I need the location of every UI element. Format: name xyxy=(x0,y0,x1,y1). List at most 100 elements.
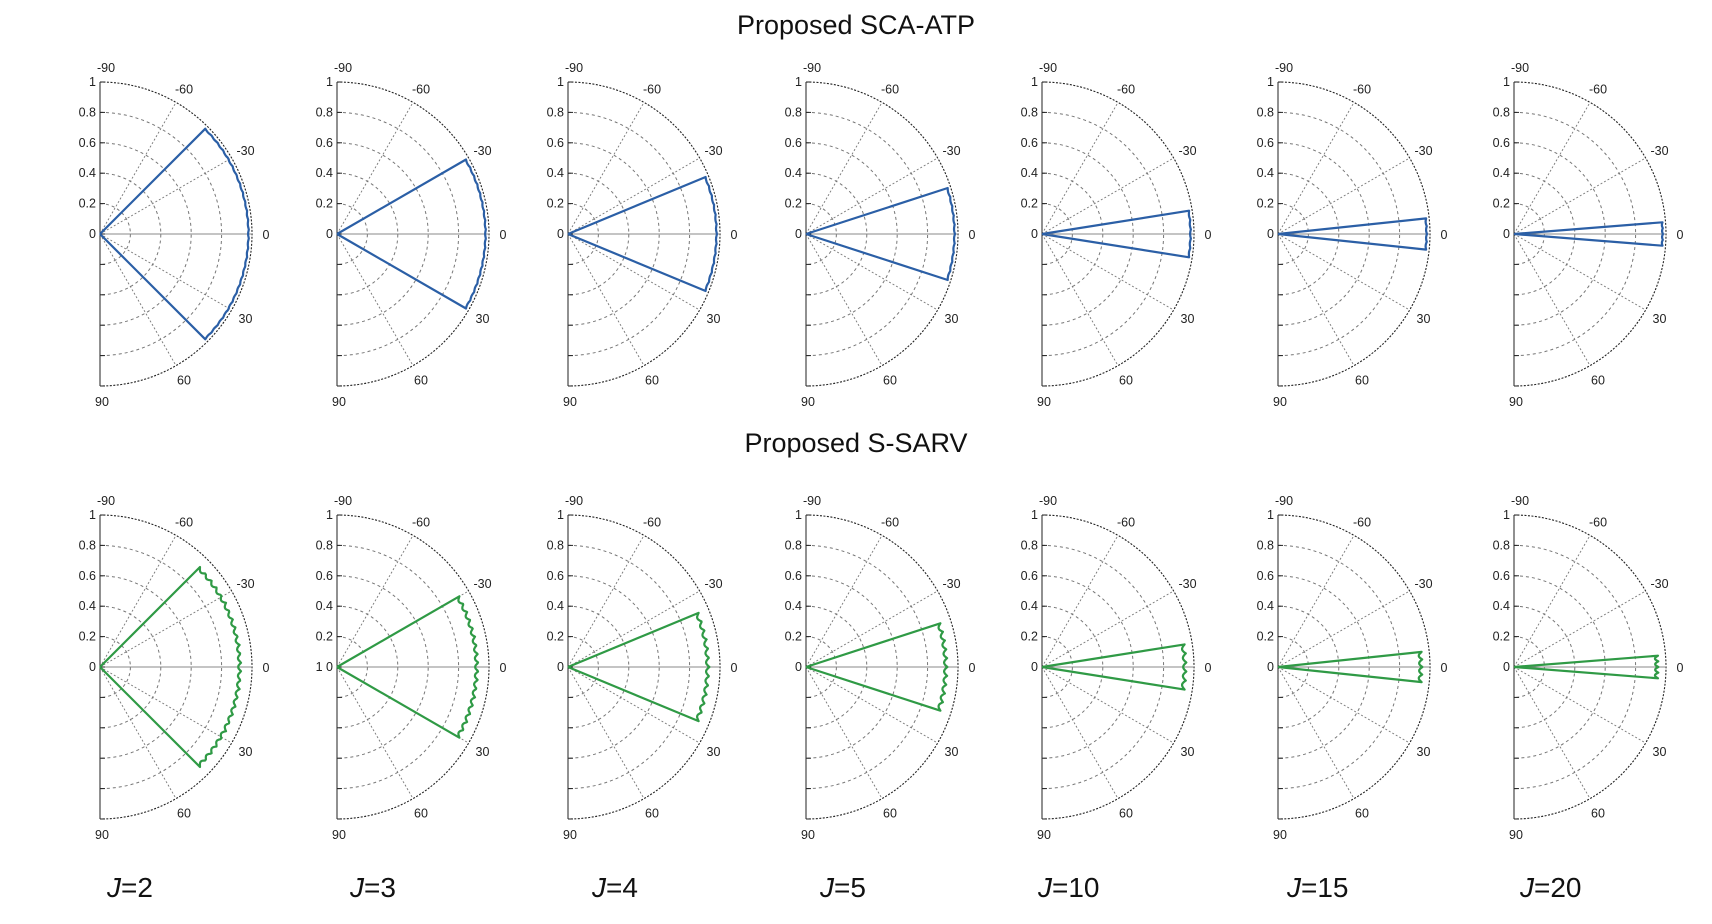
angle-tick-label--90: -90 xyxy=(334,494,352,508)
grid-circle-4 xyxy=(336,111,460,357)
angle-tick-label-90: 90 xyxy=(563,828,577,842)
spoke--60 xyxy=(1277,535,1355,668)
grid-circle-1 xyxy=(1277,636,1309,698)
spoke--60 xyxy=(1041,535,1119,668)
spoke--60 xyxy=(567,102,645,235)
radial-tick-label-6: 0 xyxy=(795,660,802,674)
grid-circle-3 xyxy=(1513,142,1606,326)
radial-tick-label-2: 0.8 xyxy=(316,538,333,552)
angle-tick-label-30: 30 xyxy=(707,745,721,759)
polar-plot-r1-c7: 1 0.8 0.6 0.4 0.2 0 -90 -60 -30 0 30 60 90 xyxy=(1493,61,1684,409)
beam-pattern-series xyxy=(1513,654,1660,680)
radial-tick-label-1: 1 xyxy=(1503,75,1510,89)
angle-tick-label-30: 30 xyxy=(1181,745,1195,759)
radial-tick-label-2: 0.8 xyxy=(785,105,802,119)
angle-tick-label-0: 0 xyxy=(1205,661,1212,675)
grid-circle-3 xyxy=(1041,575,1134,759)
radial-tick-label-5: 0.2 xyxy=(1257,197,1274,211)
grid-circle-2 xyxy=(567,605,630,729)
polar-plot-r2-c7: 1 0.8 0.6 0.4 0.2 0 -90 -60 -30 0 30 60 90 xyxy=(1493,494,1684,842)
angle-tick-label--60: -60 xyxy=(175,83,193,97)
beam-pattern-series xyxy=(567,175,719,293)
angle-tick-label-60: 60 xyxy=(1355,374,1369,388)
radial-tick-label-5: 0.2 xyxy=(316,197,333,211)
angle-tick-label--60: -60 xyxy=(1353,83,1371,97)
spoke-60 xyxy=(1277,233,1355,366)
angle-tick-label--90: -90 xyxy=(97,61,115,75)
radial-tick-label-5: 0.2 xyxy=(79,630,96,644)
radial-tick-label-6: 0 xyxy=(1267,227,1274,241)
angle-tick-label-0: 0 xyxy=(263,228,270,242)
radial-tick-label-4: 0.4 xyxy=(316,599,333,613)
grid-circle-2 xyxy=(805,605,868,729)
polar-plot-r2-c4: 1 0.8 0.6 0.4 0.2 0 -90 -60 -30 0 30 60 90 xyxy=(785,494,976,842)
radial-tick-label-6: 0 xyxy=(795,227,802,241)
grid-circle-1 xyxy=(99,636,131,698)
angle-tick-label--90: -90 xyxy=(803,61,821,75)
polar-plot-r1-c4: 1 0.8 0.6 0.4 0.2 0 -90 -60 -30 0 30 60 90 xyxy=(785,61,976,409)
polar-plot-r1-c5: 1 0.8 0.6 0.4 0.2 0 -90 -60 -30 0 30 60 90 xyxy=(1021,61,1212,409)
radial-tick-label-1: 1 xyxy=(326,508,333,522)
angle-tick-label-60: 60 xyxy=(883,374,897,388)
radial-tick-label-2: 0.8 xyxy=(79,538,96,552)
grid-circle-4 xyxy=(1513,111,1637,357)
angle-tick-label--60: -60 xyxy=(1117,83,1135,97)
spoke--30 xyxy=(1513,157,1646,235)
angle-tick-label-30: 30 xyxy=(239,745,253,759)
spoke-30 xyxy=(1277,666,1410,744)
radial-tick-label-1: 1 xyxy=(1267,75,1274,89)
angle-tick-label-30: 30 xyxy=(945,745,959,759)
angle-tick-label--60: -60 xyxy=(1117,516,1135,530)
radial-tick-label-1: 1 xyxy=(1031,508,1038,522)
angle-tick-label--30: -30 xyxy=(1414,144,1432,158)
beam-pattern-series xyxy=(1277,650,1424,684)
polar-plot-r2-c5: 1 0.8 0.6 0.4 0.2 0 -90 -60 -30 0 30 60 90 xyxy=(1021,494,1212,842)
angle-tick-label-60: 60 xyxy=(1591,807,1605,821)
grid-circle-1 xyxy=(1041,636,1073,698)
grid-circle-4 xyxy=(567,544,691,790)
grid-circle-1 xyxy=(1277,203,1309,265)
beam-pattern-series xyxy=(336,595,480,739)
polar-plot-r2-c3: 1 0.8 0.6 0.4 0.2 0 -90 -60 -30 0 30 60 90 xyxy=(547,494,738,842)
spoke-60 xyxy=(567,233,645,366)
angle-tick-label-30: 30 xyxy=(1653,312,1667,326)
radial-tick-label-2: 0.8 xyxy=(316,105,333,119)
spoke--60 xyxy=(1513,535,1591,668)
angle-tick-label-30: 30 xyxy=(1417,312,1431,326)
grid-circle-1 xyxy=(567,636,599,698)
angle-tick-label--30: -30 xyxy=(942,144,960,158)
angle-tick-label-90: 90 xyxy=(95,828,109,842)
grid-circle-3 xyxy=(336,575,429,759)
grid-circle-4 xyxy=(1041,544,1165,790)
radial-tick-label-1: 1 xyxy=(1503,508,1510,522)
spoke-60 xyxy=(99,666,177,799)
radial-tick-label-6: 0 xyxy=(557,660,564,674)
grid-circle-2 xyxy=(336,605,399,729)
polar-plot-r1-c6: 1 0.8 0.6 0.4 0.2 0 -90 -60 -30 0 30 60 90 xyxy=(1257,61,1448,409)
spoke-60 xyxy=(1277,666,1355,799)
spoke-30 xyxy=(99,233,232,311)
radial-tick-label-3: 0.6 xyxy=(547,136,564,150)
spoke-30 xyxy=(99,666,232,744)
radial-tick-label-3: 0.6 xyxy=(785,136,802,150)
spoke-60 xyxy=(99,233,177,366)
spoke-30 xyxy=(1041,233,1174,311)
angle-tick-label--60: -60 xyxy=(643,83,661,97)
angle-tick-label-90: 90 xyxy=(1037,395,1051,409)
angle-tick-label--30: -30 xyxy=(1650,144,1668,158)
top-row-title: Proposed SCA-ATP xyxy=(736,10,976,40)
spoke-60 xyxy=(336,233,414,366)
radial-tick-label-4: 0.4 xyxy=(547,166,564,180)
angle-tick-label--60: -60 xyxy=(1589,516,1607,530)
radial-tick-label-5: 0.2 xyxy=(1493,197,1510,211)
angle-tick-label-90: 90 xyxy=(332,828,346,842)
radial-tick-label-5: 0.2 xyxy=(1021,197,1038,211)
angle-tick-label-60: 60 xyxy=(1119,374,1133,388)
angle-tick-label--90: -90 xyxy=(1511,61,1529,75)
angle-tick-label-90: 90 xyxy=(801,395,815,409)
beam-pattern-series xyxy=(1513,221,1665,247)
beam-pattern-series xyxy=(805,186,957,282)
polar-plot-r1-c3: 1 0.8 0.6 0.4 0.2 0 -90 -60 -30 0 30 60 90 xyxy=(547,61,738,409)
grid-circle-3 xyxy=(99,575,192,759)
angle-tick-label-90: 90 xyxy=(563,395,577,409)
